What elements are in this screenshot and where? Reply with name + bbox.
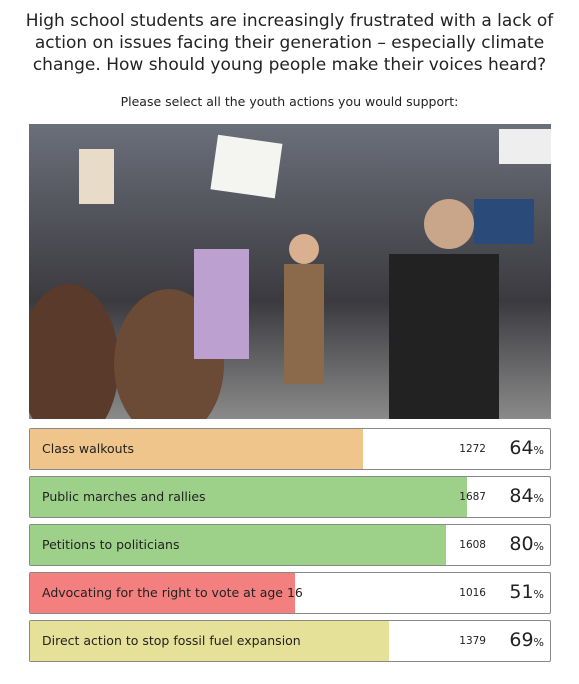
option-row[interactable]: Direct action to stop fossil fuel expans… bbox=[29, 620, 551, 662]
percent-value: 64 bbox=[509, 437, 534, 459]
percent-value: 69 bbox=[509, 629, 534, 651]
option-label: Public marches and rallies bbox=[42, 489, 206, 504]
option-label: Class walkouts bbox=[42, 441, 134, 456]
percent-unit: % bbox=[533, 492, 544, 505]
percent: 64% bbox=[509, 437, 544, 459]
photo bbox=[29, 124, 551, 419]
vote-count: 1016 bbox=[459, 587, 486, 599]
vote-count: 1379 bbox=[459, 635, 486, 647]
vote-count: 1608 bbox=[459, 539, 486, 551]
percent-unit: % bbox=[533, 588, 544, 601]
option-label: Advocating for the right to vote at age … bbox=[42, 585, 303, 600]
result-bar bbox=[30, 573, 296, 613]
vote-count: 1687 bbox=[459, 491, 486, 503]
percent-unit: % bbox=[533, 540, 544, 553]
percent: 69% bbox=[509, 629, 544, 651]
percent: 80% bbox=[509, 533, 544, 555]
percent-value: 51 bbox=[509, 581, 534, 603]
percent: 84% bbox=[509, 485, 544, 507]
percent-value: 80 bbox=[509, 533, 534, 555]
option-row[interactable]: Class walkouts 1272 64% bbox=[29, 428, 551, 470]
vote-count: 1272 bbox=[459, 443, 486, 455]
question-title: High school students are increasingly fr… bbox=[25, 11, 554, 75]
percent: 51% bbox=[509, 581, 544, 603]
result-bar bbox=[30, 525, 446, 565]
result-bar bbox=[30, 621, 389, 661]
option-label: Petitions to politicians bbox=[42, 537, 180, 552]
percent-unit: % bbox=[533, 444, 544, 457]
option-row[interactable]: Petitions to politicians 1608 80% bbox=[29, 524, 551, 566]
percent-unit: % bbox=[533, 636, 544, 649]
question-subtitle: Please select all the youth actions you … bbox=[120, 94, 459, 109]
percent-value: 84 bbox=[509, 485, 534, 507]
result-bar bbox=[30, 477, 467, 517]
option-row[interactable]: Advocating for the right to vote at age … bbox=[29, 572, 551, 614]
option-row[interactable]: Public marches and rallies 1687 84% bbox=[29, 476, 551, 518]
result-bar bbox=[30, 429, 363, 469]
option-label: Direct action to stop fossil fuel expans… bbox=[42, 633, 301, 648]
